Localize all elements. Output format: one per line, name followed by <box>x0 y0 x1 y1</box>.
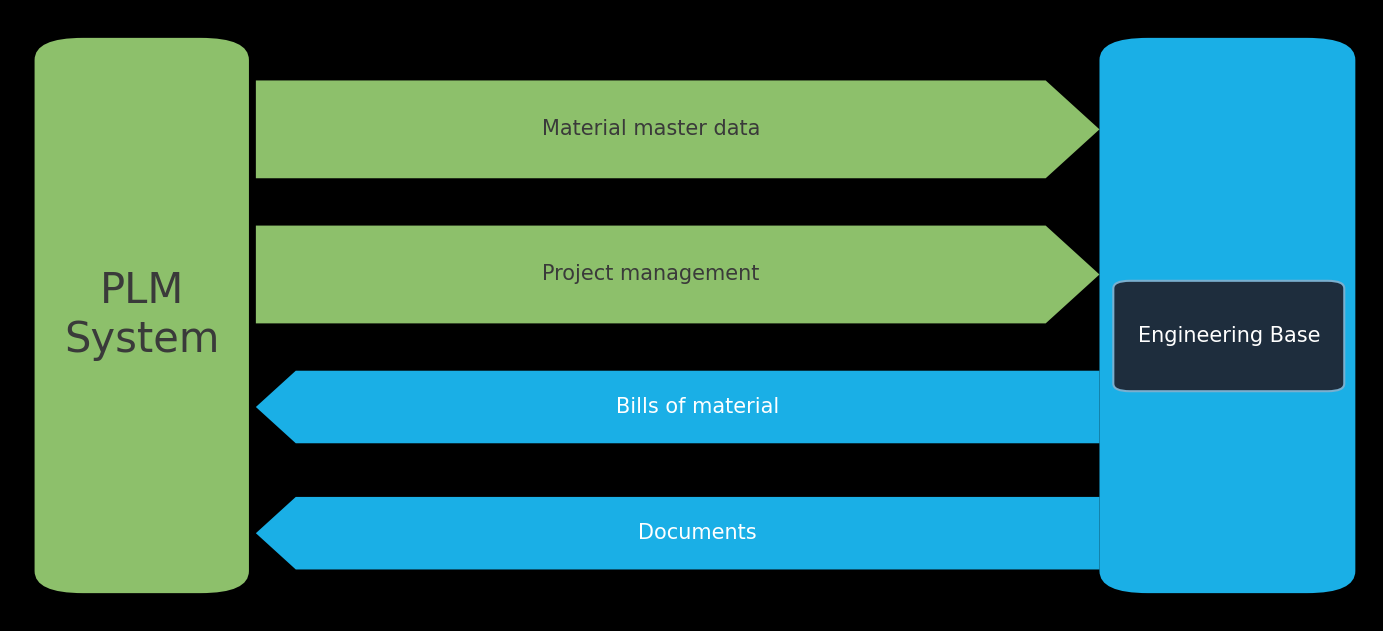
Text: Bills of material: Bills of material <box>615 397 779 417</box>
FancyBboxPatch shape <box>1113 281 1344 391</box>
Text: Material master data: Material master data <box>542 119 761 139</box>
Polygon shape <box>256 226 1099 324</box>
Text: Engineering Base: Engineering Base <box>1138 326 1319 346</box>
Polygon shape <box>256 80 1099 178</box>
Polygon shape <box>256 497 1099 569</box>
Text: PLM
System: PLM System <box>64 270 220 361</box>
Text: Documents: Documents <box>639 523 757 543</box>
Polygon shape <box>256 371 1099 443</box>
Text: Project management: Project management <box>542 264 759 285</box>
FancyBboxPatch shape <box>35 38 249 593</box>
FancyBboxPatch shape <box>1099 38 1355 593</box>
